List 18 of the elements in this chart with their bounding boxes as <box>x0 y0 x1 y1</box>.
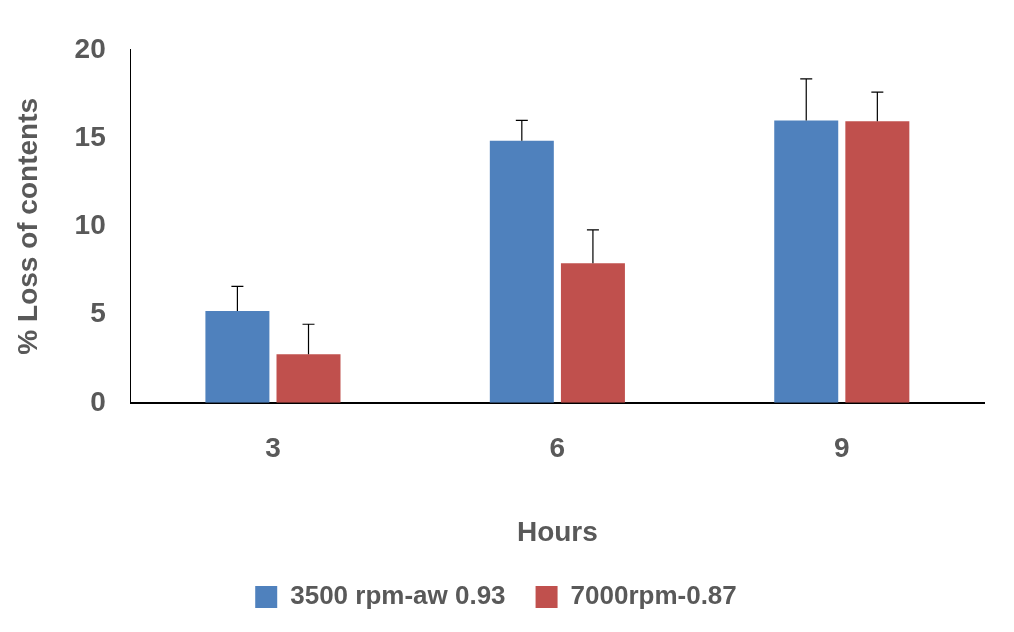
y-tick-label: 20 <box>74 32 106 64</box>
y-tick-label: 15 <box>74 120 106 152</box>
y-tick-label: 5 <box>90 297 106 329</box>
y-tick-label: 10 <box>74 209 106 241</box>
bar <box>276 354 341 403</box>
bar <box>489 140 554 403</box>
legend-label: 3500 rpm-aw 0.93 <box>290 580 506 611</box>
y-axis-title: % Loss of contents <box>11 97 43 355</box>
y-tick-label: 0 <box>90 385 106 417</box>
bar <box>774 120 839 403</box>
x-tick-label: 6 <box>549 432 566 464</box>
bar <box>205 311 270 403</box>
x-axis-title: Hours <box>516 515 598 547</box>
bar <box>560 263 625 403</box>
legend-label: 7000rpm-0.87 <box>570 580 737 611</box>
x-tick-label: 3 <box>265 432 281 464</box>
x-tick-label: 9 <box>834 432 850 464</box>
bar <box>845 121 910 403</box>
